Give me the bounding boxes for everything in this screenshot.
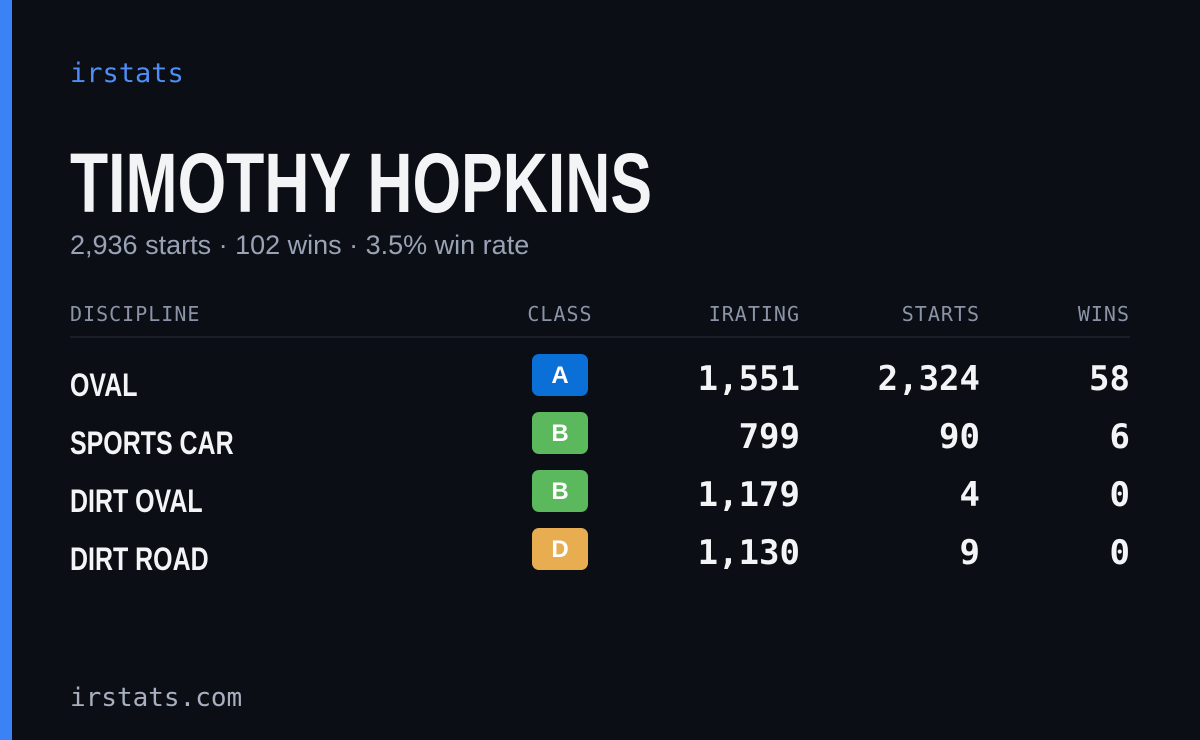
wins-value: 58 — [1089, 359, 1130, 399]
class-letter: A — [551, 362, 568, 389]
irating-value: 1,179 — [698, 475, 800, 515]
class-letter: B — [551, 420, 568, 447]
column-header: IRATING — [709, 302, 800, 326]
irating-value: 799 — [739, 417, 800, 457]
discipline: OVAL — [70, 368, 137, 404]
starts-value: 9 — [960, 533, 980, 573]
wins-value: 0 — [1110, 533, 1130, 573]
column-header: STARTS — [902, 302, 980, 326]
irating-value: 1,130 — [698, 533, 800, 573]
accent-bar — [0, 0, 12, 740]
class-badge — [532, 354, 588, 396]
column-header: DISCIPLINE — [70, 302, 200, 326]
brand: irstats — [70, 58, 184, 89]
class-letter: D — [551, 536, 568, 563]
starts-value: 90 — [939, 417, 980, 457]
starts-value: 4 — [960, 475, 980, 515]
wins-value: 6 — [1110, 417, 1130, 457]
class-badge — [532, 528, 588, 570]
class-letter: B — [551, 478, 568, 505]
irating-value: 1,551 — [698, 359, 800, 399]
discipline: SPORTS CAR — [70, 426, 234, 462]
wins-value: 0 — [1110, 475, 1130, 515]
column-header: CLASS — [527, 302, 592, 326]
starts-value: 2,324 — [878, 359, 980, 399]
discipline: DIRT ROAD — [70, 542, 209, 578]
stats-table: DISCIPLINE CLASS IRATING STARTS WINS OVAL A 1,5… — [70, 302, 1130, 578]
summary: 2,936 starts · 102 wins · 3.5% win rate — [70, 230, 529, 260]
footer: irstats.com — [70, 683, 242, 713]
discipline: DIRT OVAL — [70, 484, 203, 520]
class-badge — [532, 412, 588, 454]
column-header: WINS — [1078, 302, 1130, 326]
class-badge — [532, 470, 588, 512]
player-name: TIMOTHY HOPKINS — [70, 136, 652, 230]
